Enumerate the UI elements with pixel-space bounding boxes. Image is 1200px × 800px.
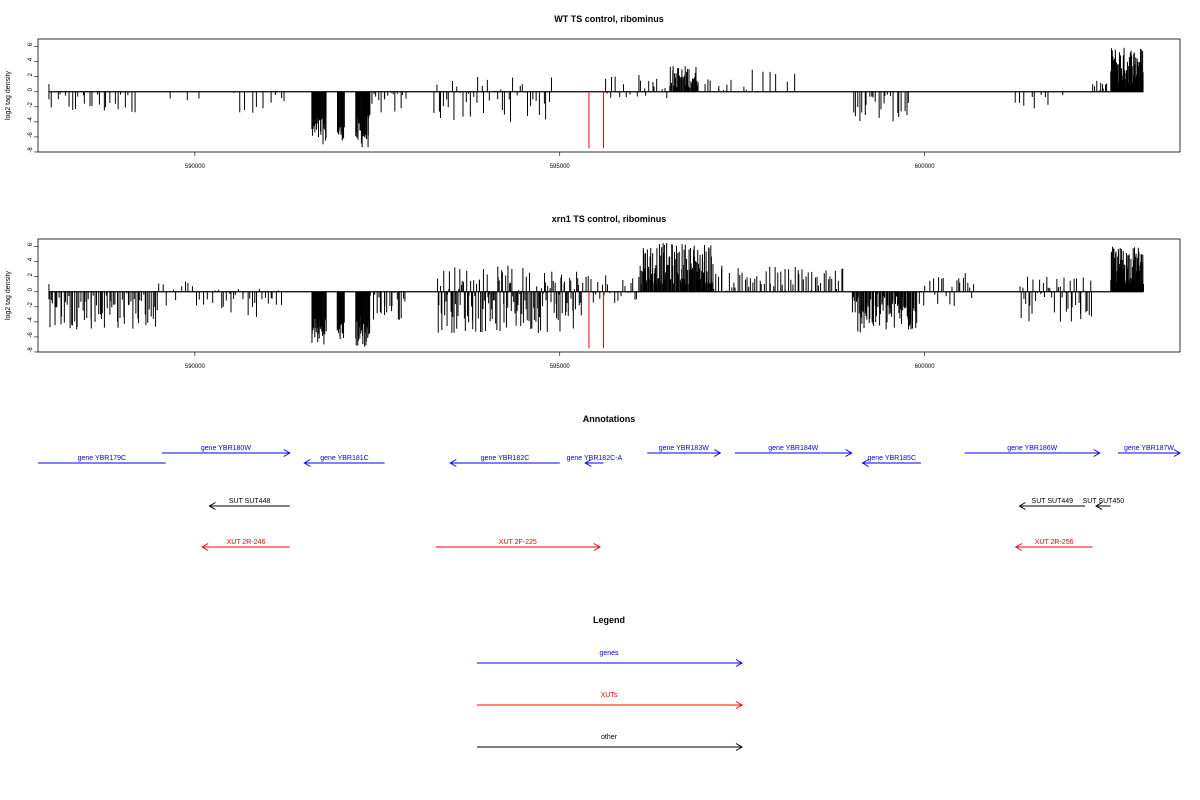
arrowhead <box>303 459 311 467</box>
annotation-label: gene YBR181C <box>320 455 369 462</box>
annotations-title: Annotations <box>583 414 636 424</box>
y-tick-label: -8 <box>28 347 34 353</box>
y-tick-label: -2 <box>28 301 34 307</box>
y-tick-label: 2 <box>28 72 34 76</box>
y-tick-label: 6 <box>28 42 34 46</box>
y-axis-label: log2 tag density <box>5 70 12 120</box>
arrowhead <box>283 449 291 457</box>
y-tick-label: -8 <box>28 147 34 153</box>
y-tick-label: -6 <box>28 332 34 338</box>
y-tick-label: 0 <box>28 287 34 291</box>
annotation-label: gene YBR187W <box>1124 445 1174 452</box>
annotation-label: gene YBR182C-A <box>567 455 623 462</box>
y-tick-label: 2 <box>28 272 34 276</box>
annotation-label: gene YBR183W <box>659 445 709 452</box>
arrowhead <box>735 659 743 667</box>
annotation-label: XUT 2F-225 <box>499 539 537 546</box>
arrowhead <box>449 459 457 467</box>
wt-density-panel: WT TS control, ribominus -8 -6 -4 -2 0 2 4 6 log2… <box>5 14 1181 170</box>
annotation-label: SUT SUT449 <box>1032 498 1074 505</box>
annotation-label: gene YBR179C <box>78 455 127 462</box>
arrowhead <box>735 743 743 751</box>
arrowhead <box>714 449 722 457</box>
legend-label: genes <box>599 650 619 657</box>
arrowhead <box>1018 502 1026 510</box>
arrowhead <box>1173 449 1181 457</box>
arrowhead <box>845 449 853 457</box>
arrowhead <box>861 459 869 467</box>
annotation-label: SUT SUT448 <box>229 498 271 505</box>
x-tick-label: 595000 <box>550 164 571 170</box>
arrowhead <box>1093 449 1101 457</box>
x-tick-label: 590000 <box>185 164 206 170</box>
legend-title: Legend <box>593 615 625 625</box>
y-tick-label: -2 <box>28 101 34 107</box>
legend-label: other <box>601 734 618 741</box>
arrowhead <box>593 543 601 551</box>
arrowhead <box>1095 502 1103 510</box>
annotation-label: gene YBR184W <box>768 445 818 452</box>
arrowhead <box>201 543 209 551</box>
annotation-label: gene YBR185C <box>867 455 916 462</box>
y-tick-label: 4 <box>28 57 34 61</box>
chart-title: WT TS control, ribominus <box>554 14 664 24</box>
y-axis-label: log2 tag density <box>5 270 12 320</box>
x-tick-label: 600000 <box>915 364 936 370</box>
xrn1-density-panel: xrn1 TS control, ribominus -8 -6 -4 -2 0 2 4 6 lo… <box>5 214 1181 370</box>
annotation-label: gene YBR182C <box>481 455 530 462</box>
annotations-panel: Annotations gene YBR179C gene YBR180W gene … <box>38 414 1181 551</box>
x-tick-label: 595000 <box>550 364 571 370</box>
annotation-label: gene YBR186W <box>1007 445 1057 452</box>
y-tick-label: 4 <box>28 257 34 261</box>
x-tick-label: 590000 <box>185 364 206 370</box>
y-tick-label: -6 <box>28 132 34 138</box>
y-tick-label: -4 <box>28 117 34 123</box>
annotation-label: XUT 2R-246 <box>227 539 266 546</box>
legend-panel: Legend genes XUTs other <box>477 615 743 751</box>
plot-frame <box>37 238 1181 353</box>
y-tick-label: 6 <box>28 242 34 246</box>
annotation-label: gene YBR180W <box>201 445 251 452</box>
arrowhead <box>1014 543 1023 551</box>
annotation-label: XUT 2R-256 <box>1035 539 1074 546</box>
arrowhead <box>208 502 216 510</box>
chart-title: xrn1 TS control, ribominus <box>552 214 667 224</box>
x-tick-label: 600000 <box>915 164 936 170</box>
y-tick-label: 0 <box>28 87 34 91</box>
arrowhead <box>584 459 592 467</box>
annotation-label: SUT SUT450 <box>1083 498 1125 505</box>
plot-frame <box>37 38 1181 153</box>
y-tick-label: -4 <box>28 317 34 323</box>
legend-label: XUTs <box>601 692 618 699</box>
arrowhead <box>735 701 743 709</box>
